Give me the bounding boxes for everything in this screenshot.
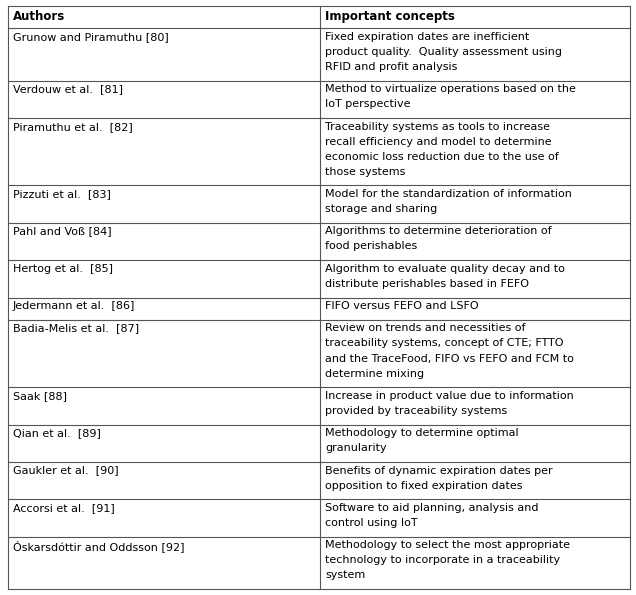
Text: Pahl and Voß [84]: Pahl and Voß [84] bbox=[13, 227, 112, 236]
Text: granularity: granularity bbox=[325, 443, 387, 453]
Text: Model for the standardization of information: Model for the standardization of informa… bbox=[325, 189, 572, 199]
Text: RFID and profit analysis: RFID and profit analysis bbox=[325, 62, 458, 72]
Text: FIFO versus FEFO and LSFO: FIFO versus FEFO and LSFO bbox=[325, 301, 479, 311]
Text: those systems: those systems bbox=[325, 167, 406, 177]
Text: traceability systems, concept of CTE; FTTO: traceability systems, concept of CTE; FT… bbox=[325, 339, 563, 349]
Text: Algorithm to evaluate quality decay and to: Algorithm to evaluate quality decay and … bbox=[325, 264, 565, 274]
Text: food perishables: food perishables bbox=[325, 242, 417, 252]
Text: Óskarsdóttir and Oddsson [92]: Óskarsdóttir and Oddsson [92] bbox=[13, 540, 184, 552]
Text: Methodology to determine optimal: Methodology to determine optimal bbox=[325, 428, 519, 438]
Text: control using IoT: control using IoT bbox=[325, 518, 418, 528]
Text: Jedermann et al.  [86]: Jedermann et al. [86] bbox=[13, 301, 135, 311]
Text: Qian et al.  [89]: Qian et al. [89] bbox=[13, 428, 101, 438]
Text: Important concepts: Important concepts bbox=[325, 10, 455, 23]
Text: determine mixing: determine mixing bbox=[325, 368, 424, 378]
Text: Benefits of dynamic expiration dates per: Benefits of dynamic expiration dates per bbox=[325, 465, 553, 475]
Text: storage and sharing: storage and sharing bbox=[325, 204, 438, 214]
Text: Pizzuti et al.  [83]: Pizzuti et al. [83] bbox=[13, 189, 111, 199]
Text: Saak [88]: Saak [88] bbox=[13, 391, 67, 401]
Text: Algorithms to determine deterioration of: Algorithms to determine deterioration of bbox=[325, 227, 552, 236]
Text: Fixed expiration dates are inefficient: Fixed expiration dates are inefficient bbox=[325, 32, 530, 42]
Text: Verdouw et al.  [81]: Verdouw et al. [81] bbox=[13, 84, 123, 94]
Text: Badia-Melis et al.  [87]: Badia-Melis et al. [87] bbox=[13, 324, 139, 333]
Text: Review on trends and necessities of: Review on trends and necessities of bbox=[325, 324, 526, 333]
Text: economic loss reduction due to the use of: economic loss reduction due to the use o… bbox=[325, 152, 559, 162]
Text: product quality.  Quality assessment using: product quality. Quality assessment usin… bbox=[325, 47, 562, 57]
Text: recall efficiency and model to determine: recall efficiency and model to determine bbox=[325, 137, 552, 147]
Text: provided by traceability systems: provided by traceability systems bbox=[325, 406, 508, 416]
Text: Methodology to select the most appropriate: Methodology to select the most appropria… bbox=[325, 540, 570, 550]
Text: system: system bbox=[325, 571, 366, 580]
Text: Method to virtualize operations based on the: Method to virtualize operations based on… bbox=[325, 84, 576, 94]
Text: IoT perspective: IoT perspective bbox=[325, 99, 411, 109]
Text: Software to aid planning, analysis and: Software to aid planning, analysis and bbox=[325, 503, 539, 513]
Text: and the TraceFood, FIFO vs FEFO and FCM to: and the TraceFood, FIFO vs FEFO and FCM … bbox=[325, 353, 574, 364]
Text: Traceability systems as tools to increase: Traceability systems as tools to increas… bbox=[325, 121, 550, 131]
Text: Accorsi et al.  [91]: Accorsi et al. [91] bbox=[13, 503, 114, 513]
Text: Grunow and Piramuthu [80]: Grunow and Piramuthu [80] bbox=[13, 32, 169, 42]
Text: Gaukler et al.  [90]: Gaukler et al. [90] bbox=[13, 465, 119, 475]
Text: distribute perishables based in FEFO: distribute perishables based in FEFO bbox=[325, 279, 529, 289]
Text: Hertog et al.  [85]: Hertog et al. [85] bbox=[13, 264, 113, 274]
Text: Authors: Authors bbox=[13, 10, 66, 23]
Text: opposition to fixed expiration dates: opposition to fixed expiration dates bbox=[325, 481, 523, 491]
Text: Piramuthu et al.  [82]: Piramuthu et al. [82] bbox=[13, 121, 133, 131]
Text: technology to incorporate in a traceability: technology to incorporate in a traceabil… bbox=[325, 555, 560, 565]
Text: Increase in product value due to information: Increase in product value due to informa… bbox=[325, 391, 574, 401]
